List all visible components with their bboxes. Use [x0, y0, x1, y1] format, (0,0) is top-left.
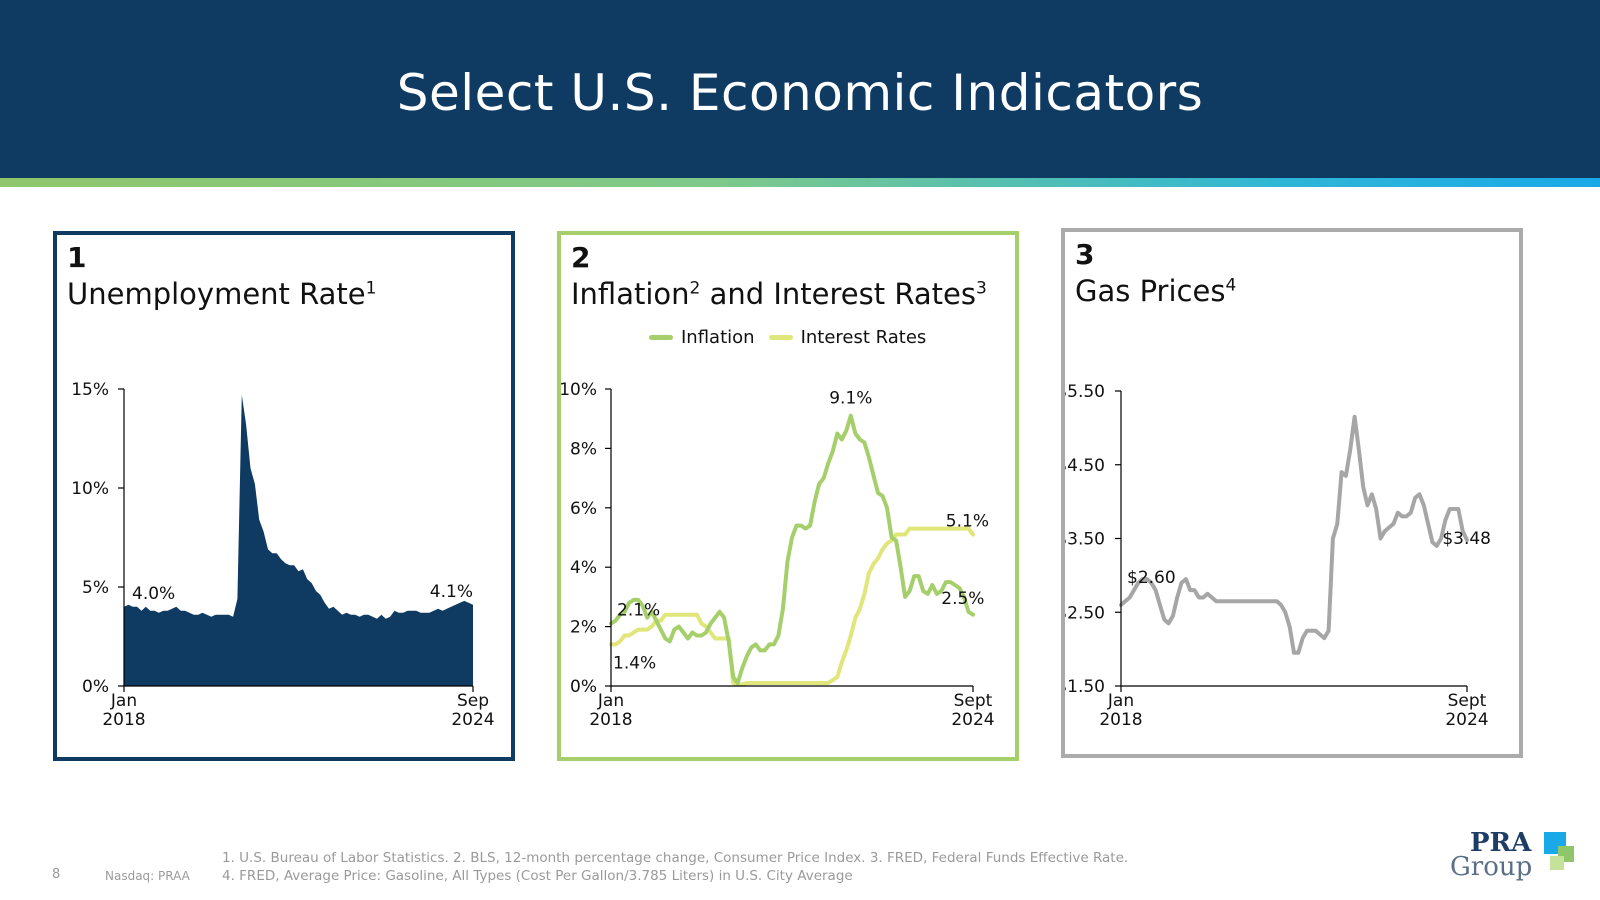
data-label: 2.1%	[617, 601, 660, 621]
legend-item-interest: Interest Rates	[768, 327, 927, 348]
data-label: 2.5%	[941, 589, 984, 609]
page-title: Select U.S. Economic Indicators	[396, 64, 1204, 122]
legend-swatch-interest	[768, 335, 793, 340]
y-tick-label: $1.50	[1065, 677, 1105, 697]
y-tick-label: 10%	[561, 380, 597, 400]
x-end-label-line2: 2024	[451, 710, 494, 730]
x-start-label-line1: Jan	[110, 691, 137, 711]
footnote-line-2: 4. FRED, Average Price: Gasoline, All Ty…	[222, 868, 853, 884]
y-tick-label: 5%	[82, 578, 109, 598]
ticker-label: Nasdaq: PRAA	[105, 869, 190, 883]
panel-title: Inflation2 and Interest Rates3	[571, 277, 987, 311]
footnotes: 1. U.S. Bureau of Labor Statistics. 2. B…	[222, 849, 1128, 885]
legend-swatch-inflation	[649, 335, 673, 340]
panel-number: 1	[67, 241, 87, 274]
footnote-ref: 4	[1225, 275, 1237, 296]
chart-legend: Inflation Interest Rates	[649, 327, 926, 348]
panel-title-text-2: and Interest Rates	[700, 277, 976, 311]
panel-title-text: Gas Prices	[1075, 274, 1226, 308]
data-label: 4.0%	[132, 584, 175, 604]
data-label: $2.60	[1127, 568, 1176, 588]
footnote-ref: 2	[689, 278, 701, 299]
data-label: 9.1%	[829, 389, 872, 409]
y-tick-label: $2.50	[1065, 603, 1105, 623]
series-area	[124, 394, 473, 686]
series-line-series	[1119, 414, 1469, 655]
y-tick-label: 0%	[82, 677, 109, 697]
y-tick-label: $3.50	[1065, 530, 1105, 550]
footnote-line-1: 1. U.S. Bureau of Labor Statistics. 2. B…	[222, 850, 1129, 866]
x-end-label-line1: Sept	[954, 691, 993, 711]
logo-square-lightgreen	[1550, 856, 1564, 870]
y-tick-label: 10%	[71, 479, 109, 499]
series-line-inflation	[609, 413, 975, 685]
panel-number: 2	[571, 241, 591, 274]
x-start-label-line1: Jan	[1107, 691, 1134, 711]
y-tick-label: 4%	[570, 558, 597, 578]
y-tick-label: 8%	[570, 439, 597, 459]
y-tick-label: 6%	[570, 499, 597, 519]
logo-word-group: Group	[1450, 852, 1533, 882]
x-end-label-line1: Sep	[457, 691, 489, 711]
data-label: 1.4%	[613, 653, 656, 673]
footnote-ref: 1	[365, 278, 377, 299]
accent-stripe	[0, 178, 1600, 187]
logo-word-pra: PRA	[1470, 828, 1532, 858]
series-line-interest-rates	[609, 526, 975, 687]
header-banner: Select U.S. Economic Indicators	[0, 0, 1600, 178]
y-tick-label: 2%	[570, 618, 597, 638]
data-label: $3.48	[1442, 529, 1491, 549]
panel-title-text: Unemployment Rate	[67, 277, 366, 311]
data-label: 5.1%	[946, 512, 989, 532]
pra-group-logo: PRA Group	[1448, 828, 1578, 884]
y-tick-label: 15%	[71, 380, 109, 400]
x-start-label-line2: 2018	[102, 710, 145, 730]
data-label: 4.1%	[430, 582, 473, 602]
footnote-ref-2: 3	[975, 278, 987, 299]
y-tick-label: 0%	[570, 677, 597, 697]
legend-item-inflation: Inflation	[649, 327, 755, 348]
x-end-label-line2: 2024	[1445, 710, 1488, 730]
y-tick-label: $5.50	[1065, 382, 1105, 402]
page-number: 8	[52, 867, 61, 882]
panel-unemployment: 1 Unemployment Rate1 0% 5% 10% 15% Jan 2018 Se…	[53, 231, 515, 761]
panel-gas-prices: 3 Gas Prices4 $1.50 $2.50 $3.50 $4.50 $5.50 J…	[1061, 228, 1523, 758]
x-start-label-line1: Jan	[597, 691, 624, 711]
panel-number: 3	[1075, 238, 1095, 271]
x-end-label-line1: Sept	[1448, 691, 1487, 711]
x-start-label-line2: 2018	[1099, 710, 1142, 730]
panel-inflation-interest: 2 Inflation2 and Interest Rates3 Inflati…	[557, 231, 1019, 761]
x-end-label-line2: 2024	[951, 710, 994, 730]
panel-title: Unemployment Rate1	[67, 277, 376, 311]
y-tick-label: $4.50	[1065, 456, 1105, 476]
x-start-label-line2: 2018	[589, 710, 632, 730]
legend-label-inflation: Inflation	[681, 327, 755, 348]
legend-label-interest: Interest Rates	[800, 327, 927, 348]
panel-title: Gas Prices4	[1075, 274, 1236, 308]
panel-title-text: Inflation	[571, 277, 690, 311]
